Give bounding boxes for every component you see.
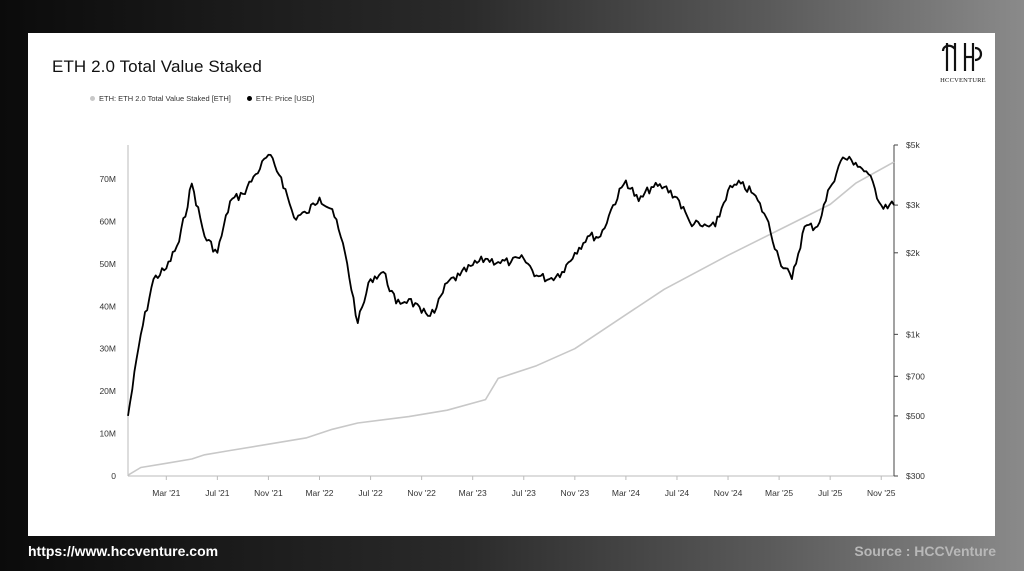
y-tick-label-right: $1k xyxy=(906,329,920,339)
y-tick-label-right: $300 xyxy=(906,471,925,481)
legend-label-price: ETH: Price [USD] xyxy=(255,94,315,103)
y-tick-label-right: $700 xyxy=(906,371,925,381)
footer-url[interactable]: https://www.hccventure.com xyxy=(28,543,219,559)
y-tick-label-right: $3k xyxy=(906,200,920,210)
x-tick-label: Jul '22 xyxy=(358,488,383,498)
legend-item-staked[interactable]: ETH: ETH 2.0 Total Value Staked [ETH] xyxy=(90,94,231,103)
x-tick-label: Nov '21 xyxy=(254,488,283,498)
logo-text: HCCVENTURE xyxy=(940,77,986,84)
x-tick-label: Jul '23 xyxy=(512,488,537,498)
y-tick-label-left: 70M xyxy=(99,174,116,184)
chart-title: ETH 2.0 Total Value Staked xyxy=(52,57,262,76)
y-tick-label-left: 0 xyxy=(111,471,116,481)
logo-mark-icon xyxy=(941,43,983,71)
y-tick-label-left: 60M xyxy=(99,216,116,226)
x-tick-label: Jul '24 xyxy=(665,488,690,498)
series-line-price xyxy=(127,153,895,417)
x-tick-label: Mar '22 xyxy=(305,488,333,498)
x-tick-label: Jul '25 xyxy=(818,488,843,498)
x-tick-label: Nov '23 xyxy=(561,488,590,498)
x-tick-label: Jul '21 xyxy=(205,488,230,498)
y-tick-label-right: $500 xyxy=(906,411,925,421)
y-tick-label-left: 10M xyxy=(99,429,116,439)
chart-plot: 0 10M 20M 30M 40M 50M 60M 70M $300 $500 $700 $1k $2k… xyxy=(99,140,925,498)
y-tick-label-left: 50M xyxy=(99,259,116,269)
legend-marker-staked xyxy=(90,96,95,101)
x-tick-label: Mar '23 xyxy=(459,488,487,498)
y-tick-label-left: 30M xyxy=(99,344,116,354)
legend-marker-price xyxy=(246,96,252,101)
chart-card: ETH 2.0 Total Value Staked ETH: ETH 2.0 … xyxy=(28,33,995,536)
x-tick-label: Nov '25 xyxy=(867,488,896,498)
y-tick-label-right: $5k xyxy=(906,140,920,150)
legend-item-price[interactable]: ETH: Price [USD] xyxy=(246,94,315,103)
x-tick-label: Nov '22 xyxy=(407,488,436,498)
x-tick-label: Mar '24 xyxy=(612,488,640,498)
footer-source: Source : HCCVenture xyxy=(854,543,996,559)
x-tick-label: Nov '24 xyxy=(714,488,743,498)
y-tick-label-left: 40M xyxy=(99,301,116,311)
chart-legend: ETH: ETH 2.0 Total Value Staked [ETH] ET… xyxy=(90,94,314,103)
x-tick-label: Mar '25 xyxy=(765,488,793,498)
series-line-staked xyxy=(127,161,895,476)
brand-logo: HCCVENTURE xyxy=(937,40,989,86)
y-tick-label-left: 20M xyxy=(99,386,116,396)
legend-label-staked: ETH: ETH 2.0 Total Value Staked [ETH] xyxy=(99,94,231,103)
x-tick-label: Mar '21 xyxy=(152,488,180,498)
y-tick-label-right: $2k xyxy=(906,248,920,258)
